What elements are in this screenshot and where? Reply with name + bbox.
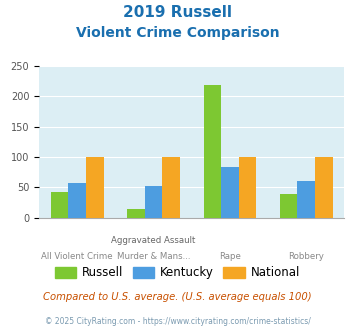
Bar xyxy=(51,192,69,218)
Bar xyxy=(145,185,162,218)
Bar xyxy=(315,157,333,218)
Bar xyxy=(280,193,297,218)
Legend: Russell, Kentucky, National: Russell, Kentucky, National xyxy=(50,262,305,284)
Text: Aggravated Assault: Aggravated Assault xyxy=(111,236,196,245)
Text: Rape: Rape xyxy=(219,252,241,261)
Bar xyxy=(162,157,180,218)
Bar xyxy=(86,157,104,218)
Text: © 2025 CityRating.com - https://www.cityrating.com/crime-statistics/: © 2025 CityRating.com - https://www.city… xyxy=(45,317,310,326)
Bar xyxy=(69,182,86,218)
Text: All Violent Crime: All Violent Crime xyxy=(42,252,113,261)
Text: Violent Crime Comparison: Violent Crime Comparison xyxy=(76,26,279,40)
Bar xyxy=(221,167,239,218)
Bar xyxy=(203,85,221,218)
Text: Murder & Mans...: Murder & Mans... xyxy=(117,252,190,261)
Bar xyxy=(297,182,315,218)
Bar xyxy=(239,157,256,218)
Text: Compared to U.S. average. (U.S. average equals 100): Compared to U.S. average. (U.S. average … xyxy=(43,292,312,302)
Text: Robbery: Robbery xyxy=(288,252,324,261)
Text: 2019 Russell: 2019 Russell xyxy=(123,5,232,20)
Bar xyxy=(127,209,145,218)
